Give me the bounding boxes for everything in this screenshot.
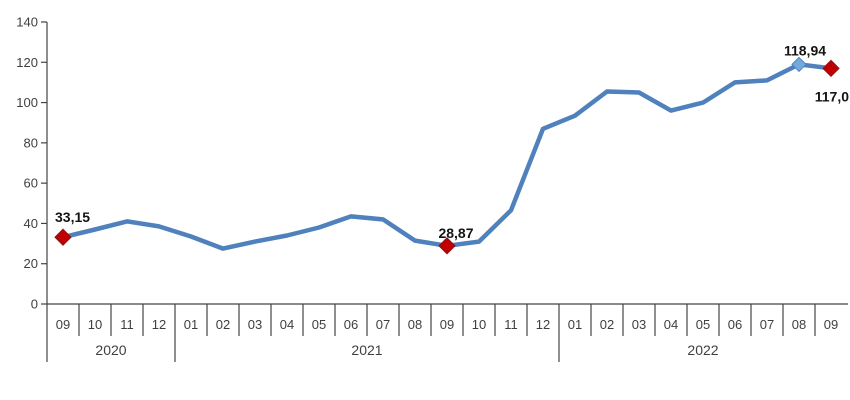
month-label: 07	[760, 317, 774, 332]
month-label: 09	[824, 317, 838, 332]
data-point-label: 28,87	[438, 225, 473, 241]
y-tick-label: 80	[24, 135, 38, 150]
month-label: 04	[664, 317, 678, 332]
y-tick-label: 0	[31, 297, 38, 312]
highlight-marker-red-diamond	[438, 237, 456, 255]
month-label: 11	[120, 317, 134, 332]
month-label: 02	[600, 317, 614, 332]
y-tick-label: 120	[16, 55, 38, 70]
y-tick-label: 140	[16, 15, 38, 30]
year-label: 2020	[95, 342, 126, 358]
y-tick-label: 40	[24, 216, 38, 231]
month-label: 01	[568, 317, 582, 332]
month-label: 10	[472, 317, 486, 332]
month-label: 08	[792, 317, 806, 332]
highlight-marker-red-diamond	[54, 228, 72, 246]
y-tick-label: 20	[24, 256, 38, 271]
month-label: 06	[344, 317, 358, 332]
month-label: 09	[56, 317, 70, 332]
data-point-label: 118,94	[784, 42, 826, 58]
y-tick-label: 100	[16, 95, 38, 110]
month-label: 02	[216, 317, 230, 332]
data-point-label: 117,0	[815, 88, 849, 104]
month-label: 01	[184, 317, 198, 332]
month-label: 04	[280, 317, 294, 332]
month-label: 03	[248, 317, 262, 332]
month-label: 06	[728, 317, 742, 332]
month-label: 11	[504, 317, 518, 332]
month-label: 09	[440, 317, 454, 332]
month-label: 05	[696, 317, 710, 332]
year-label: 2022	[687, 342, 718, 358]
month-label: 05	[312, 317, 326, 332]
month-label: 10	[88, 317, 102, 332]
month-label: 07	[376, 317, 390, 332]
year-label: 2021	[351, 342, 382, 358]
series-line	[60, 62, 834, 251]
y-tick-label: 60	[24, 176, 38, 191]
month-label: 03	[632, 317, 646, 332]
highlight-marker-red-diamond	[822, 59, 840, 78]
month-label: 12	[536, 317, 550, 332]
month-label: 08	[408, 317, 422, 332]
data-point-label: 33,15	[55, 209, 90, 225]
highlight-marker-blue-diamond	[791, 56, 807, 73]
month-label: 12	[152, 317, 166, 332]
